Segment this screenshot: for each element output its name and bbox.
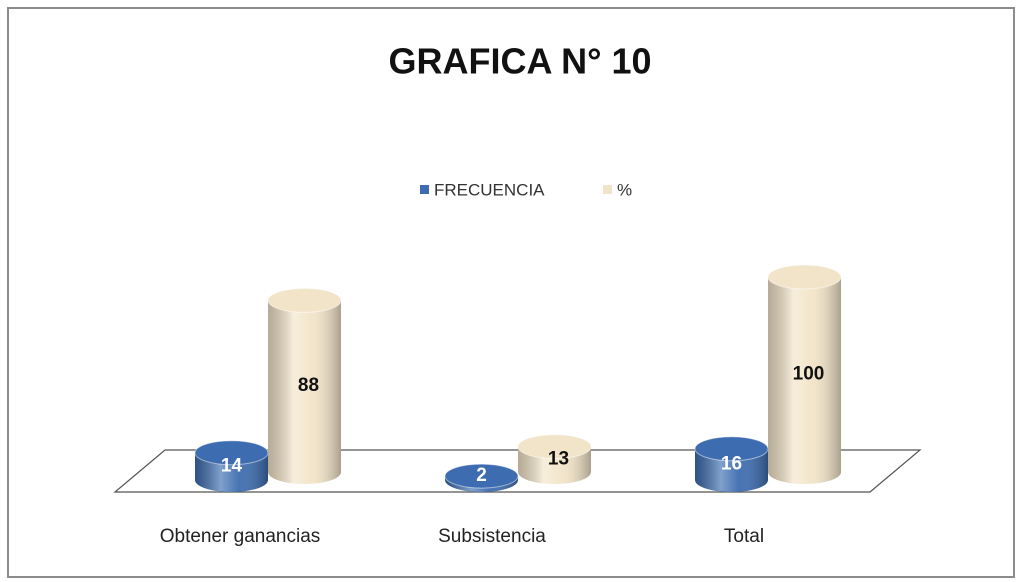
legend-swatch	[420, 185, 429, 194]
data-label: 13	[548, 448, 569, 469]
data-label: 100	[793, 364, 825, 385]
legend-label: %	[617, 180, 632, 199]
bar-top	[444, 463, 519, 489]
bar	[767, 264, 842, 485]
x-tick-label: Obtener ganancias	[160, 526, 321, 547]
bar	[444, 463, 519, 492]
data-label: 16	[721, 453, 742, 474]
bar	[267, 287, 342, 484]
x-tick-label: Subsistencia	[438, 526, 546, 547]
bar-top	[517, 434, 592, 460]
legend-swatch	[603, 185, 612, 194]
bar-top	[267, 287, 342, 313]
bar	[517, 434, 592, 484]
data-label: 14	[221, 455, 243, 476]
chart-title: GRAFICA N° 10	[388, 41, 651, 82]
data-label: 88	[298, 375, 319, 396]
data-label: 2	[476, 465, 487, 486]
bar-shade	[268, 300, 341, 484]
x-tick-label: Total	[724, 526, 764, 547]
bar-shade	[768, 277, 841, 485]
bar-top	[767, 264, 842, 290]
legend-label: FRECUENCIA	[434, 180, 545, 199]
